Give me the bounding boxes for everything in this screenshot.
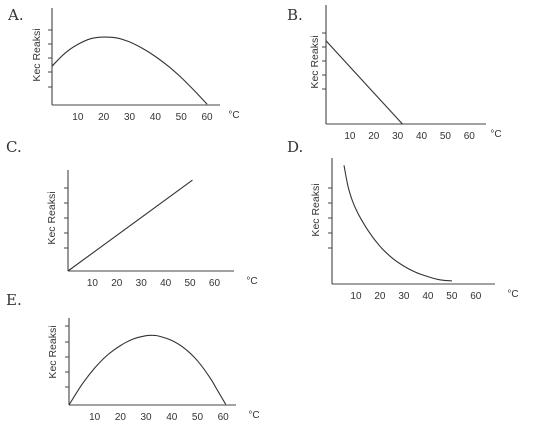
x-tick-label: 40	[422, 291, 434, 302]
y-axis-label: Kec Reaksi	[310, 183, 322, 236]
option-label: D.	[287, 138, 303, 156]
chart-1: A. Kec Reaksi 10 20 30 40 50 60 °C	[7, 6, 240, 123]
x-tick-label: 40	[416, 131, 428, 142]
x-tick-label: 30	[398, 291, 410, 302]
x-tick-label: 10	[350, 291, 362, 302]
y-axis-label: Kec Reaksi	[31, 28, 43, 81]
y-axis-label: Kec Reaksi	[47, 325, 59, 378]
x-tick-label: 40	[150, 112, 162, 123]
x-tick-label: 60	[218, 412, 230, 421]
x-tick-label: 50	[446, 291, 458, 302]
x-tick-label: 20	[115, 412, 127, 421]
y-axis-label: Kec Reaksi	[46, 191, 58, 244]
series-line	[67, 179, 193, 272]
x-tick-label: 30	[136, 278, 148, 289]
y-axis-label: Kec Reaksi	[309, 35, 321, 88]
chart-4: D. Kec Reaksi 10 20 30 40 50 60 °C	[287, 138, 519, 302]
x-tick-label: 30	[141, 412, 153, 421]
x-tick-label: 60	[470, 291, 482, 302]
x-tick-label: 50	[176, 112, 188, 123]
series-line	[68, 334, 227, 406]
x-tick-label: 60	[464, 131, 476, 142]
x-tick-label: 50	[440, 131, 452, 142]
x-tick-label: 10	[89, 412, 101, 421]
option-label: B.	[287, 6, 303, 24]
chart-2: B. Kec Reaksi 10 20 30 40 50 60 °C	[287, 5, 502, 142]
x-tick-label: 20	[111, 278, 123, 289]
chart-5: E. Kec Reaksi 10 20 30 40 50 60 °C	[6, 291, 260, 421]
x-unit-label: °C	[507, 289, 518, 300]
x-tick-label: 60	[202, 112, 214, 123]
x-unit-label: °C	[490, 129, 501, 140]
x-tick-label: 60	[209, 278, 221, 289]
option-label: E.	[6, 291, 22, 309]
x-unit-label: °C	[248, 410, 259, 421]
x-tick-label: 40	[166, 412, 178, 421]
x-tick-label: 10	[72, 112, 84, 123]
option-label: C.	[6, 138, 22, 156]
x-tick-label: 20	[98, 112, 110, 123]
chart-3: C. Kec Reaksi 10 20 30 40 50 60 °C	[6, 138, 258, 289]
x-tick-label: 40	[160, 278, 172, 289]
x-unit-label: °C	[228, 110, 239, 121]
series-line	[325, 40, 403, 125]
x-tick-label: 50	[184, 278, 196, 289]
x-tick-label: 10	[344, 131, 356, 142]
x-unit-label: °C	[246, 276, 257, 287]
option-label: A.	[7, 6, 24, 24]
series-line	[343, 165, 452, 282]
x-tick-label: 20	[368, 131, 380, 142]
x-tick-label: 20	[374, 291, 386, 302]
x-tick-label: 30	[392, 131, 404, 142]
x-tick-label: 10	[87, 278, 99, 289]
x-tick-label: 50	[192, 412, 204, 421]
x-tick-label: 30	[124, 112, 136, 123]
series-line	[51, 36, 208, 105]
